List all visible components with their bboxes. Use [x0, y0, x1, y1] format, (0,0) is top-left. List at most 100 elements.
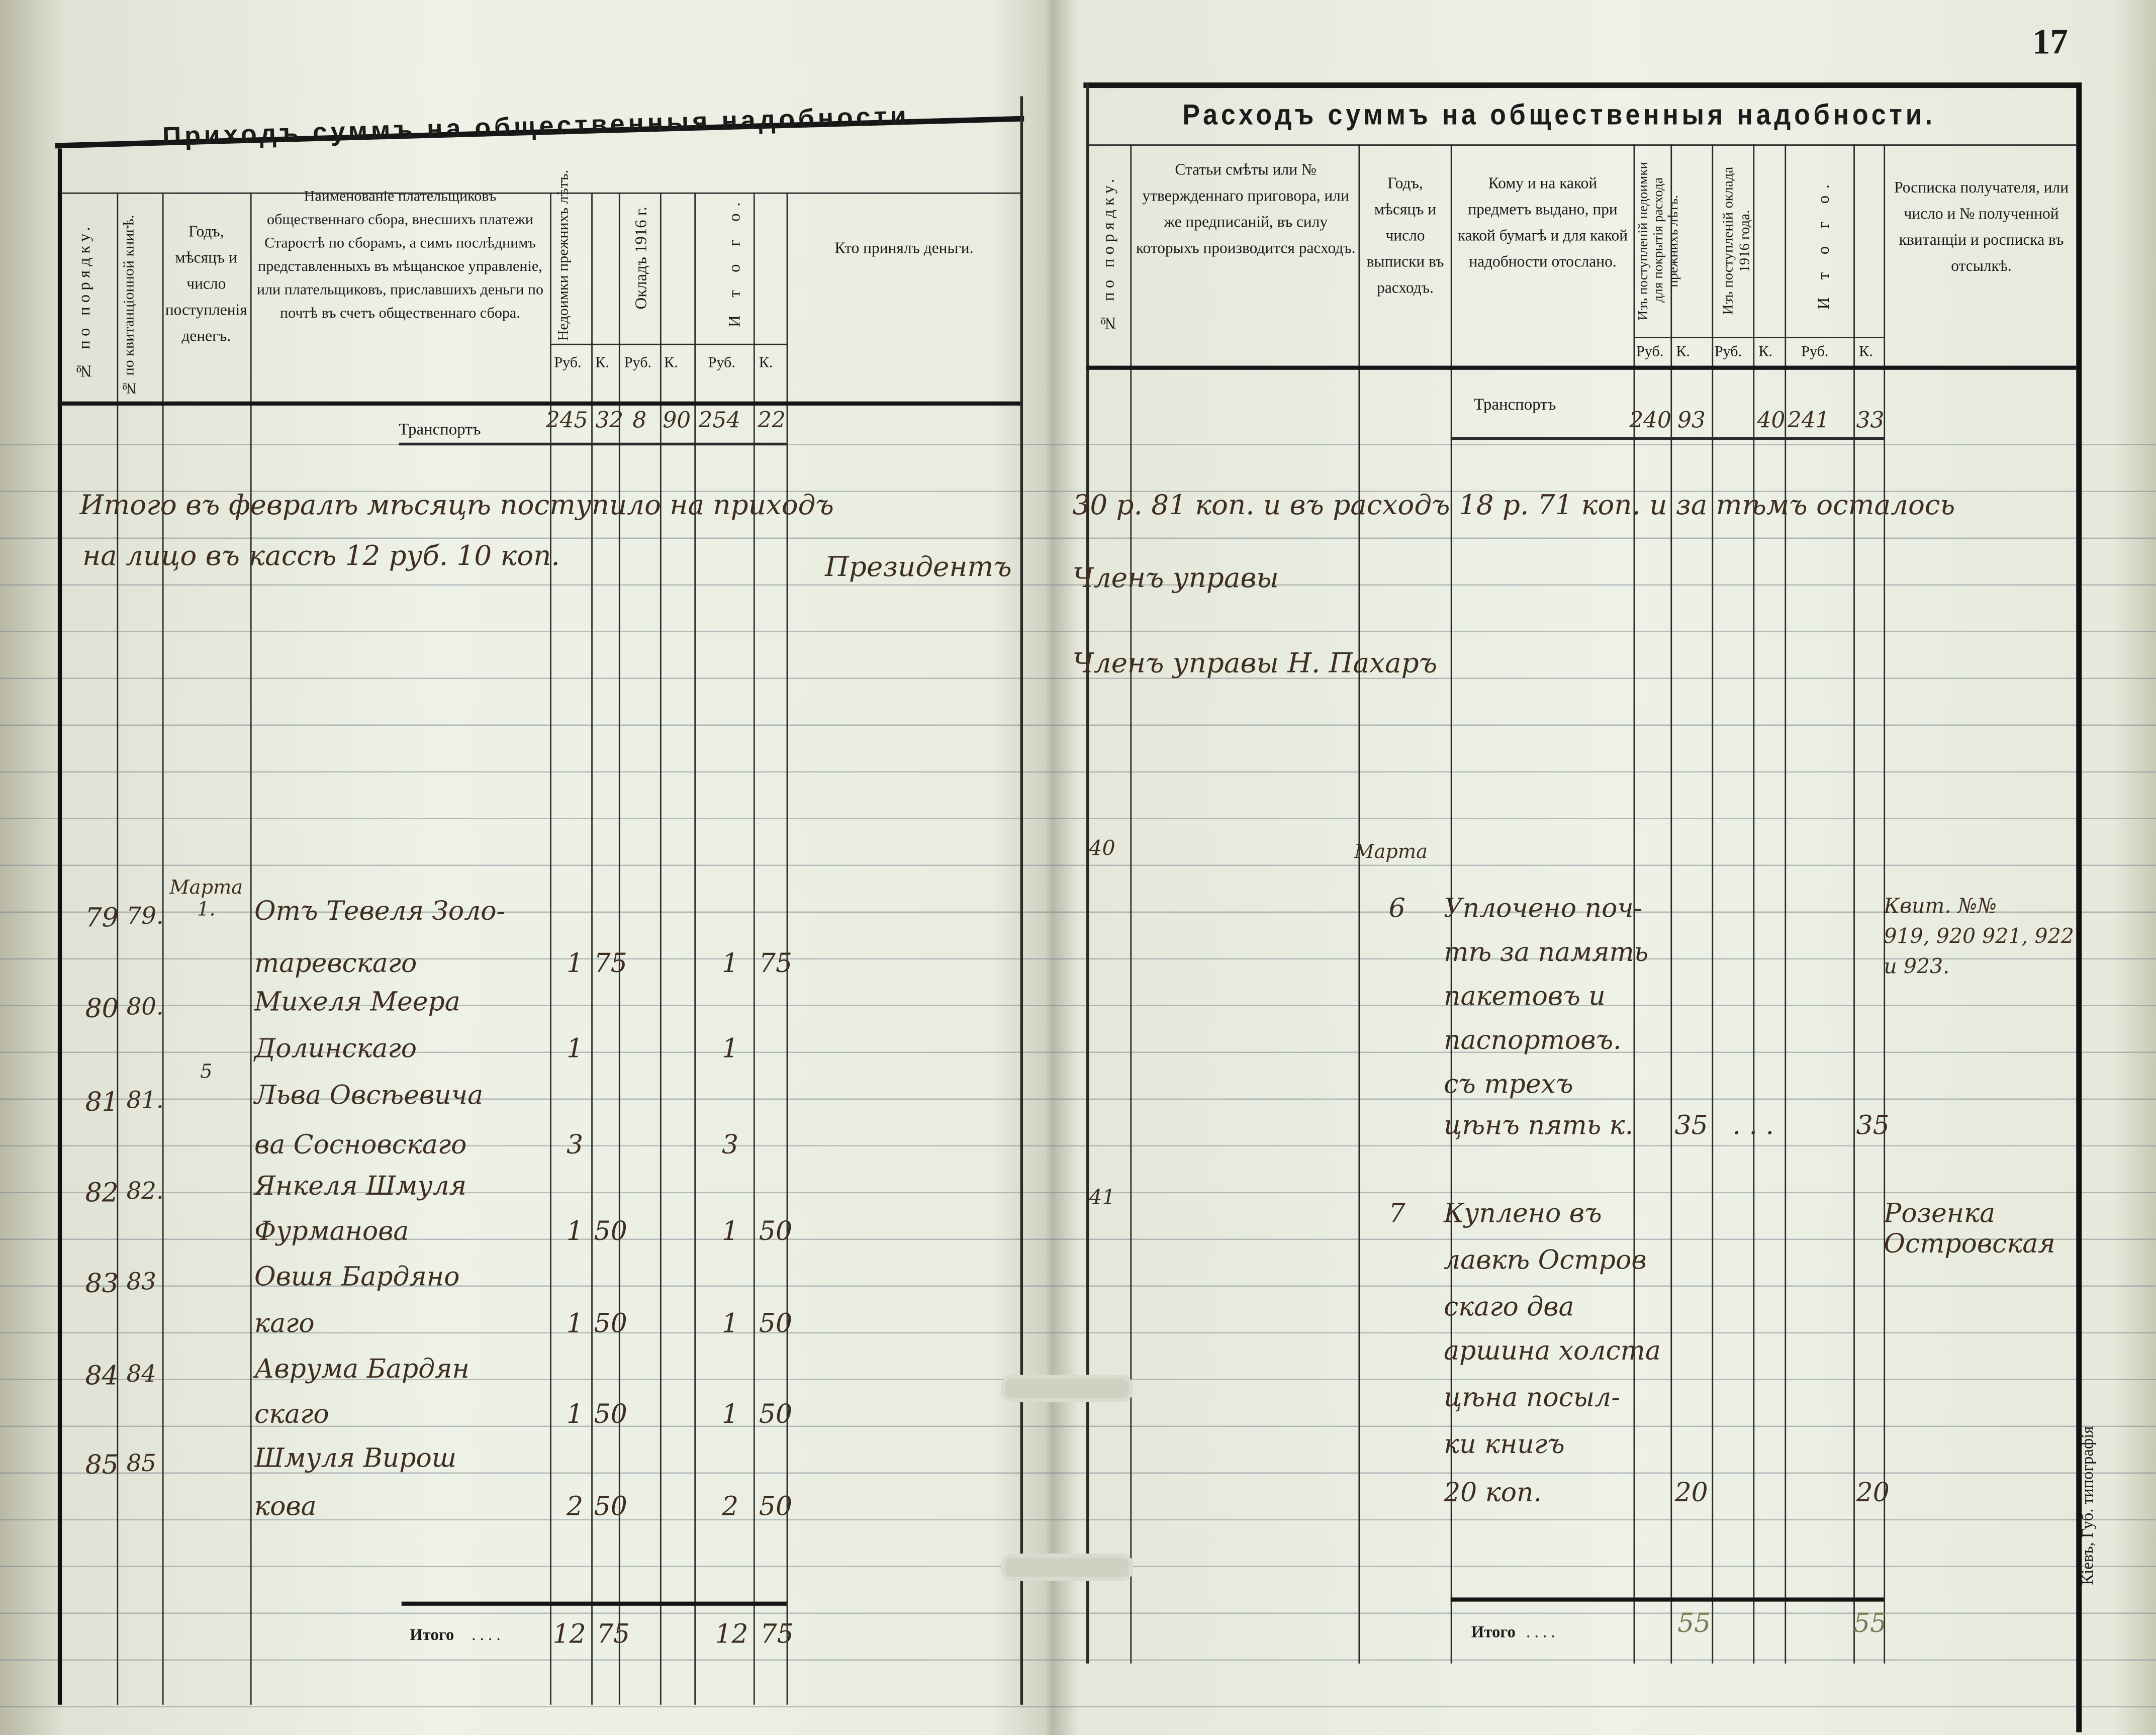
transport-value: 240	[1629, 407, 1671, 433]
amount-kop: 75	[594, 948, 627, 979]
total-rub: 3	[722, 1130, 739, 1161]
row-number: 80	[85, 994, 119, 1024]
header-to-whom: Кому и на какой предметъ выдано, при как…	[1457, 176, 1628, 271]
receipt-number: 84	[126, 1361, 156, 1389]
header-assessment: Окладъ 1916 г.	[631, 206, 650, 310]
column-line-right	[1633, 144, 1635, 1664]
row-date: Марта 1.	[169, 877, 243, 921]
exp-kop: 35	[1674, 1111, 1708, 1141]
row-number: 84	[85, 1361, 119, 1392]
column-line-left	[753, 192, 755, 1705]
transport-value: 40	[1757, 407, 1786, 433]
payer-name: Овшя Бардяно	[254, 1262, 460, 1293]
header-payer: Наименованіе плательщиковъ общественнаго…	[256, 188, 544, 322]
exp-description: цѣнъ пять к.	[1444, 1111, 1634, 1141]
row-number: 79	[85, 903, 119, 934]
payer-name: Шмуля Вирош	[254, 1443, 457, 1474]
payer-name: кова	[254, 1491, 317, 1522]
amount-kop: 50	[594, 1309, 627, 1339]
row-number: 81	[85, 1087, 119, 1118]
total-kop: 50	[759, 1399, 793, 1430]
exp-description: тѣ за память	[1444, 937, 1649, 968]
exp-signature: Квит. №№	[1884, 893, 1997, 919]
header-signature: Росписка получателя, или число и № получ…	[1894, 180, 2069, 275]
receipt-number: 79.	[126, 903, 164, 931]
column-line-left	[786, 192, 788, 1705]
itogo-label: Итого	[1471, 1622, 1516, 1642]
transport-label: Транспортъ	[1474, 395, 1556, 414]
header-exp-total: И т о г о.	[1813, 178, 1833, 310]
total-kop: 75	[759, 948, 793, 979]
unit-label: К.	[1676, 343, 1690, 360]
row-number: 83	[85, 1269, 119, 1299]
header-exp-no: № по порядку.	[1098, 175, 1118, 334]
note-line: Членъ управы	[1072, 561, 1279, 594]
payer-name: Фурманова	[254, 1216, 409, 1247]
amount-rub: 1	[566, 1309, 584, 1339]
column-line-right	[1130, 144, 1132, 1664]
top-rule-right	[1083, 82, 2081, 88]
column-line-right	[1086, 82, 1089, 1664]
exp-total-kop: 35	[1856, 1111, 1890, 1141]
exp-description: съ трехъ	[1444, 1070, 1573, 1100]
transport-value: 241	[1787, 407, 1830, 433]
unit-label: Руб.	[1714, 343, 1742, 360]
total-kop: 50	[759, 1309, 793, 1339]
page-border-right	[2076, 82, 2082, 1732]
amount-rub: 1	[566, 948, 584, 979]
exp-signature: Розенка	[1884, 1199, 1996, 1229]
header-no: № по порядку.	[74, 223, 94, 381]
itogo-dots: . . . .	[1526, 1622, 1555, 1642]
column-line-right	[1450, 144, 1452, 1664]
itogo-rule-right	[1450, 1597, 1884, 1602]
total-kop: 50	[759, 1216, 793, 1247]
payer-name: Долинскаго	[254, 1033, 417, 1065]
total-rub: 1	[722, 1216, 739, 1247]
total-rub: 1	[722, 1033, 739, 1065]
row-date: 5	[200, 1061, 213, 1084]
header-total: И т о г о.	[724, 195, 744, 327]
note-line: Итого въ февралѣ мѣсяцѣ поступило на при…	[79, 488, 834, 521]
total-rub: 2	[722, 1491, 739, 1522]
payer-name: Михеля Меера	[254, 987, 460, 1018]
itogo-value: 75	[760, 1619, 794, 1650]
unit-label: К.	[1758, 343, 1773, 360]
column-line-left	[694, 192, 696, 1705]
row-number: 82	[85, 1178, 119, 1209]
transport-value: 32	[595, 407, 624, 433]
payer-name: Янкеля Шмуля	[254, 1171, 467, 1202]
total-rub: 1	[722, 1309, 739, 1339]
exp-description: лавкѣ Остров	[1444, 1245, 1647, 1276]
expense-title: Расходъ суммъ на общественныя надобности…	[1182, 100, 1936, 132]
itogo-value: 12	[715, 1619, 748, 1650]
exp-description: аршина холста	[1444, 1336, 1661, 1367]
column-line-right	[1884, 144, 1886, 1664]
column-line-left	[591, 192, 593, 1705]
total-kop: 50	[759, 1491, 793, 1522]
column-line-right	[1358, 144, 1360, 1664]
payer-name: таревскаго	[254, 948, 417, 979]
transport-rule-right	[1450, 437, 1884, 440]
column-line-right	[1785, 144, 1787, 1664]
exp-total-kop: 20	[1856, 1478, 1890, 1508]
payer-name: скаго	[254, 1399, 329, 1430]
ruled-lines	[0, 399, 2156, 1735]
transport-rule-left	[399, 442, 787, 446]
amount-kop: 50	[594, 1216, 627, 1247]
exp-signature: 919, 920 921, 922	[1884, 924, 2074, 949]
column-line-right	[1670, 144, 1672, 1664]
itogo-value: 12	[552, 1619, 586, 1650]
receipt-number: 85	[126, 1450, 156, 1478]
page-border-left	[1020, 96, 1023, 1705]
itogo-value: 75	[597, 1619, 630, 1650]
receipt-number: 80.	[126, 994, 164, 1022]
transport-value: 254	[698, 407, 741, 433]
amount-rub: 1	[566, 1399, 584, 1430]
column-line-right	[1712, 144, 1714, 1664]
exp-date-month: Марта	[1354, 841, 1428, 863]
receipt-number: 82.	[126, 1178, 164, 1206]
payer-name: Аврума Бардян	[254, 1354, 470, 1385]
transport-value: 245	[545, 407, 588, 433]
transport-label: Транспортъ	[399, 419, 481, 439]
amount-rub: 2	[566, 1491, 584, 1522]
